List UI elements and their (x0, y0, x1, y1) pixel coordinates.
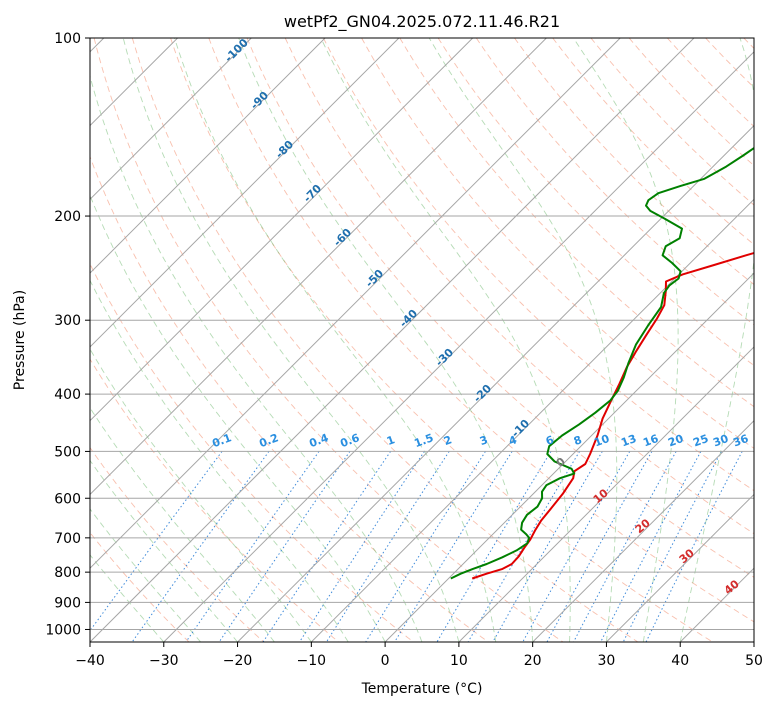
x-tick-label: −30 (149, 653, 179, 669)
dry-adiabat (131, 38, 639, 642)
sounding-line (471, 251, 754, 580)
mixing-ratio-line (573, 451, 677, 642)
isotherm-line (90, 38, 547, 496)
y-axis: 100 200 300 400 500 600 700 800 900 1000 (45, 31, 90, 638)
mixing-ratio-label: 13 (619, 432, 638, 449)
dry-adiabat (93, 38, 564, 642)
mixing-ratio-label: 25 (691, 432, 710, 449)
mixing-ratio-label: 10 (592, 432, 611, 450)
mixing-ratio-label: 3 (478, 433, 490, 448)
moist-adiabat (679, 38, 754, 642)
isotherm-line (310, 198, 754, 642)
sounding-series (450, 146, 754, 580)
mixing-ratio-label: 8 (572, 433, 584, 448)
y-tick-label: 700 (54, 531, 81, 547)
x-axis: −40 −30 −20 −10 0 10 20 30 40 50 (75, 642, 763, 669)
moist-adiabat (90, 554, 165, 642)
mixing-ratio-label: 0.4 (307, 431, 330, 450)
mixing-ratio-label: 20 (666, 432, 685, 450)
moist-adiabat (320, 38, 571, 642)
y-tick-label: 600 (54, 491, 81, 507)
y-tick-label: 200 (54, 209, 81, 225)
isotherm-line (606, 493, 754, 642)
mixing-ratio-label: 36 (731, 432, 750, 450)
x-axis-title: Temperature (°C) (361, 681, 483, 697)
y-tick-label: 400 (54, 387, 81, 403)
x-tick-label: 50 (745, 653, 763, 669)
y-tick-label: 900 (54, 595, 81, 611)
mixing-ratio-label: 0.1 (210, 431, 233, 450)
isotherm-line (90, 38, 326, 274)
mixing-ratio-label: 1.5 (412, 431, 435, 450)
mixing-ratio-line (90, 451, 223, 632)
x-tick-label: 10 (450, 653, 468, 669)
mixing-ratio-line (492, 451, 603, 642)
sounding-line (450, 146, 754, 580)
x-tick-label: −10 (297, 653, 327, 669)
y-tick-label: 100 (54, 31, 81, 47)
dry-adiabat (90, 155, 489, 642)
mixing-ratio-label: 6 (544, 433, 556, 448)
y-tick-label: 800 (54, 565, 81, 581)
mixing-ratio-label: 0.2 (257, 431, 280, 450)
mixing-ratio-label: 1 (385, 433, 397, 448)
mixing-ratio-label: 16 (641, 432, 660, 450)
isotherm-line (532, 419, 754, 642)
moist-adiabat (90, 459, 238, 642)
mixing-ratio-label: 4 (507, 433, 519, 448)
dry-adiabat (90, 446, 265, 642)
moist-adiabat (90, 407, 275, 642)
x-tick-label: 0 (381, 653, 390, 669)
dry-adiabat (90, 358, 339, 642)
dry-adiabat (246, 38, 754, 578)
mixing-ratio-label: 0.6 (338, 431, 361, 450)
isotherm-line (458, 346, 754, 642)
mixing-ratio-label: 2 (442, 433, 454, 448)
moist-adiabat (90, 74, 423, 642)
mixing-ratio-line (600, 451, 702, 642)
moist-adiabat (90, 279, 349, 642)
x-tick-label: 20 (524, 653, 542, 669)
chart-title: wetPf2_GN04.2025.072.11.46.R21 (284, 12, 560, 32)
dry-adiabat (208, 38, 754, 623)
x-tick-label: −20 (223, 653, 253, 669)
mixing-ratio-line (365, 451, 486, 642)
isotherm-line (237, 124, 754, 642)
mixing-ratio-line (262, 451, 392, 642)
mixing-ratio-line (218, 451, 351, 642)
isotherm-line (90, 38, 400, 348)
mixing-ratio-label: 30 (711, 432, 730, 450)
mixing-ratio-line (645, 451, 743, 642)
dry-adiabat (322, 38, 754, 492)
x-tick-label: 30 (598, 653, 616, 669)
y-axis-title: Pressure (hPa) (12, 290, 28, 390)
moist-adiabat (428, 38, 618, 642)
isotherm-line (90, 38, 621, 569)
x-tick-label: −40 (75, 653, 105, 669)
isotherm-line (90, 38, 252, 201)
isotherm-line (90, 38, 474, 422)
moist-adiabat (90, 194, 386, 642)
isotherm-line (163, 51, 754, 642)
grid-lines (90, 38, 754, 642)
mixing-ratio-line (185, 451, 320, 642)
mixing-ratio-line (546, 451, 653, 642)
y-tick-label: 300 (54, 313, 81, 329)
plot-frame (89, 37, 755, 643)
moist-adiabat (90, 508, 202, 642)
dry-adiabat (514, 38, 754, 286)
isotherm-line (384, 272, 754, 642)
x-tick-label: 40 (671, 653, 689, 669)
moist-adiabat (174, 38, 497, 642)
dry-adiabat (475, 38, 754, 326)
dry-adiabat (437, 38, 754, 367)
mixing-ratio-line (622, 451, 722, 642)
y-tick-label: 500 (54, 444, 81, 460)
isotherm-line (90, 38, 695, 642)
moist-adiabat (238, 38, 534, 642)
y-tick-label: 1000 (45, 622, 81, 638)
moist-adiabat (122, 38, 460, 642)
